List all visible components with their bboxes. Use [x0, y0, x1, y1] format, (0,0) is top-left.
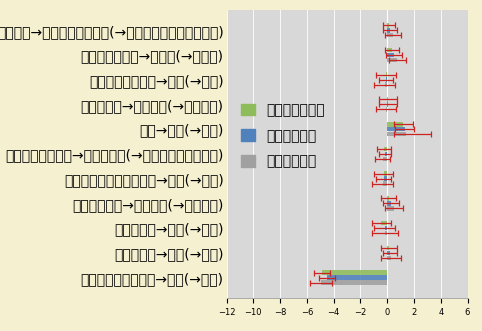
Bar: [385, 152, 387, 156]
Bar: [383, 181, 387, 186]
Bar: [321, 270, 387, 275]
Bar: [387, 122, 403, 126]
Bar: [387, 132, 406, 136]
Bar: [387, 246, 389, 250]
Legend: 固定効果モデル, １年間の推移, ２年間の推移: 固定効果モデル, １年間の推移, ２年間の推移: [236, 98, 331, 174]
Bar: [387, 33, 392, 37]
Bar: [387, 28, 390, 32]
Bar: [387, 206, 394, 211]
Bar: [387, 48, 392, 52]
Bar: [384, 147, 387, 151]
Bar: [386, 77, 387, 82]
Bar: [386, 107, 387, 112]
Bar: [387, 97, 388, 102]
Bar: [387, 256, 391, 260]
Bar: [383, 157, 387, 161]
Bar: [385, 226, 387, 230]
Bar: [387, 251, 390, 255]
Bar: [387, 23, 388, 27]
Bar: [384, 176, 387, 181]
Bar: [321, 280, 387, 285]
Bar: [387, 53, 394, 57]
Bar: [387, 102, 388, 107]
Bar: [387, 127, 404, 131]
Bar: [386, 72, 387, 77]
Bar: [381, 221, 387, 225]
Bar: [327, 275, 387, 280]
Bar: [384, 171, 387, 176]
Bar: [385, 231, 387, 235]
Bar: [387, 201, 390, 206]
Bar: [387, 196, 388, 201]
Bar: [385, 82, 387, 87]
Bar: [387, 58, 397, 62]
